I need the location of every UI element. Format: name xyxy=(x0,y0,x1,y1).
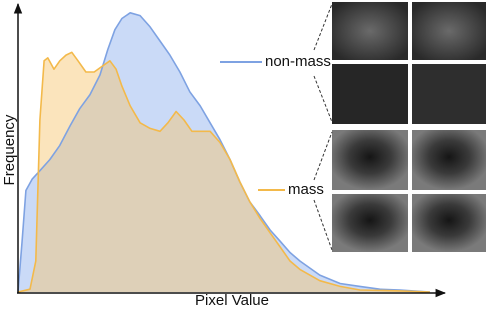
line xyxy=(17,51,430,293)
ultrasound-image xyxy=(332,194,408,252)
ultrasound-image xyxy=(412,130,486,190)
ultrasound-image xyxy=(412,194,486,252)
connector-lines xyxy=(313,3,333,251)
ultrasound-image xyxy=(332,130,408,190)
ultrasound-image xyxy=(332,64,408,124)
legend-label: non-mass xyxy=(265,53,331,70)
ultrasound-image xyxy=(412,2,486,60)
ultrasound-image xyxy=(332,2,408,60)
area-fill xyxy=(18,52,430,292)
ultrasound-images xyxy=(313,2,486,252)
legend-label: mass xyxy=(288,181,324,198)
line xyxy=(17,12,430,293)
y-axis-label: Frequency xyxy=(1,114,18,185)
ultrasound-image xyxy=(412,64,486,124)
x-axis-label: Pixel Value xyxy=(195,292,269,309)
